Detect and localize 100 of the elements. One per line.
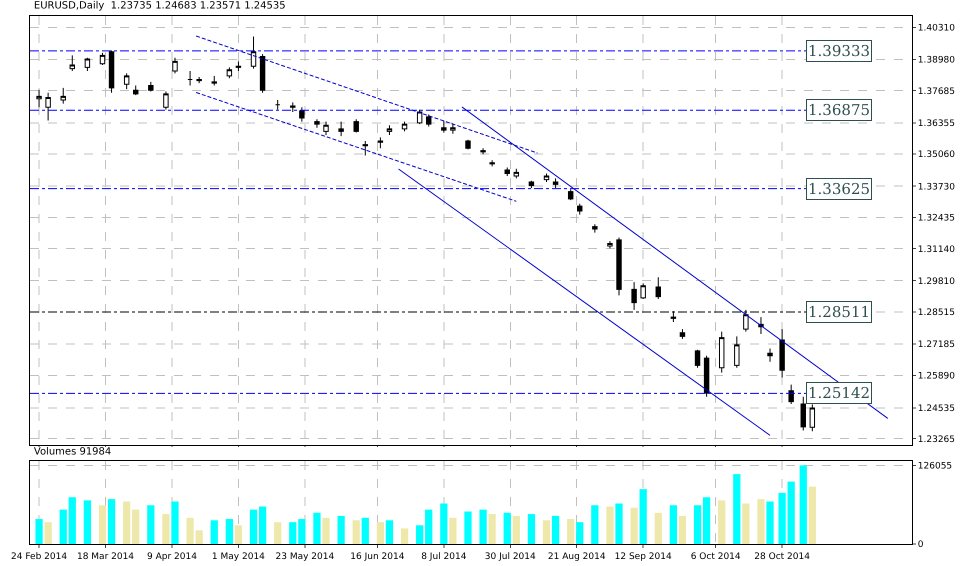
candlestick bbox=[767, 348, 773, 362]
candlestick bbox=[226, 66, 232, 79]
candlestick bbox=[592, 224, 598, 234]
candlestick bbox=[338, 121, 344, 137]
candlestick bbox=[100, 52, 106, 66]
candlestick bbox=[274, 99, 280, 110]
bar bbox=[670, 505, 677, 544]
bar bbox=[226, 519, 233, 544]
y-tick-label: 1.29810 bbox=[918, 276, 956, 287]
chart-title: EURUSD,Daily 1.23735 1.24683 1.23571 1.24535 bbox=[34, 0, 286, 12]
y-tick-label: 1.23265 bbox=[918, 434, 956, 445]
bar bbox=[313, 512, 321, 544]
bar bbox=[640, 489, 647, 544]
candlestick bbox=[84, 57, 90, 72]
ref-line-label: 1.39333 bbox=[808, 42, 870, 60]
bar bbox=[542, 520, 550, 544]
candlestick bbox=[450, 124, 456, 134]
bar bbox=[757, 499, 765, 544]
bar bbox=[788, 482, 795, 544]
x-tick-label: 8 Jul 2014 bbox=[421, 552, 467, 562]
candlestick bbox=[416, 109, 422, 125]
bar bbox=[322, 518, 330, 544]
bar bbox=[766, 502, 774, 544]
candlestick bbox=[236, 60, 242, 72]
candlestick bbox=[544, 173, 550, 182]
y-tick-label: 0 bbox=[918, 540, 924, 550]
x-tick-label: 21 Aug 2014 bbox=[548, 552, 606, 562]
bar bbox=[352, 520, 360, 544]
candlestick bbox=[704, 355, 710, 398]
bar bbox=[210, 520, 218, 544]
ref-line-label: 1.33625 bbox=[808, 180, 870, 198]
bar bbox=[84, 500, 92, 544]
ref-line-label: 1.25142 bbox=[808, 384, 870, 402]
bar bbox=[376, 522, 384, 544]
candlestick bbox=[163, 91, 169, 110]
candlestick bbox=[290, 102, 296, 113]
candlestick bbox=[788, 384, 794, 404]
candlestick bbox=[299, 106, 305, 122]
candlestick bbox=[187, 70, 193, 86]
candlestick bbox=[734, 336, 740, 368]
bar bbox=[400, 528, 408, 544]
candlestick bbox=[607, 240, 613, 249]
bar bbox=[606, 506, 614, 544]
candlestick bbox=[362, 140, 368, 156]
bar bbox=[742, 503, 750, 544]
candlestick bbox=[680, 328, 686, 340]
y-tick-label: 126055 bbox=[918, 461, 952, 472]
bar bbox=[35, 519, 43, 544]
x-tick-label: 12 Sep 2014 bbox=[614, 552, 672, 562]
bar bbox=[98, 505, 106, 544]
candlestick bbox=[402, 121, 408, 132]
candlestick bbox=[568, 188, 574, 201]
candlestick bbox=[480, 148, 486, 155]
candlestick bbox=[616, 237, 622, 296]
bar bbox=[171, 502, 179, 544]
bar bbox=[778, 492, 786, 544]
bar bbox=[718, 500, 726, 544]
candlestick bbox=[148, 81, 154, 92]
bar bbox=[694, 505, 702, 544]
candlestick bbox=[528, 180, 534, 189]
bar bbox=[234, 525, 242, 544]
candlestick bbox=[323, 121, 329, 136]
candlestick bbox=[386, 124, 392, 136]
bar bbox=[274, 522, 282, 544]
candlestick bbox=[60, 87, 66, 104]
candlestick bbox=[640, 282, 646, 300]
y-tick-label: 1.24535 bbox=[918, 404, 956, 414]
bar bbox=[576, 522, 584, 544]
x-tick-label: 9 Apr 2014 bbox=[147, 552, 198, 562]
bar bbox=[449, 518, 456, 544]
x-tick-label: 6 Oct 2014 bbox=[690, 552, 741, 562]
bar bbox=[108, 499, 116, 544]
y-tick-label: 1.35060 bbox=[918, 150, 956, 160]
bar bbox=[186, 518, 194, 544]
bar bbox=[258, 506, 266, 544]
bar bbox=[479, 510, 487, 544]
y-tick-label: 1.33730 bbox=[918, 182, 956, 192]
y-tick-label: 1.40310 bbox=[918, 23, 956, 34]
y-tick-label: 1.32435 bbox=[918, 214, 956, 224]
x-tick-label: 16 Jun 2014 bbox=[350, 552, 405, 562]
candlestick bbox=[354, 118, 359, 134]
bar bbox=[528, 514, 536, 544]
candlestick bbox=[779, 328, 785, 378]
bar bbox=[362, 518, 369, 544]
y-tick-label: 1.28515 bbox=[918, 308, 956, 318]
ref-line-label: 1.28511 bbox=[808, 303, 870, 321]
bar bbox=[162, 514, 170, 544]
candlestick bbox=[124, 72, 130, 90]
candlestick bbox=[577, 203, 582, 216]
candlestick bbox=[489, 160, 495, 167]
y-tick-label: 1.36355 bbox=[918, 118, 956, 129]
candlestick bbox=[196, 76, 202, 84]
bar bbox=[630, 508, 638, 544]
bar bbox=[464, 512, 472, 544]
candlestick bbox=[45, 92, 51, 121]
bar bbox=[488, 514, 496, 544]
bar bbox=[196, 530, 203, 544]
candlestick bbox=[514, 168, 520, 179]
bar bbox=[702, 497, 710, 544]
x-tick-label: 30 Jul 2014 bbox=[484, 552, 536, 562]
